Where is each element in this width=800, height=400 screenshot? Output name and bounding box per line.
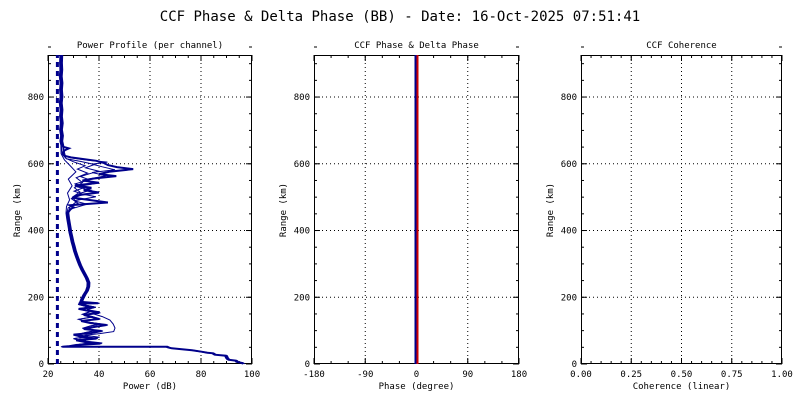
channel-4: [61, 54, 245, 365]
ccf-phase-xlabel: Phase (degree): [378, 382, 455, 392]
y-tick-label: 200: [28, 293, 44, 303]
x-tick-label: -90: [357, 370, 373, 380]
y-tick-label: 400: [561, 227, 577, 237]
x-tick-label: -180: [303, 370, 325, 380]
x-tick-label: 0.00: [570, 370, 592, 380]
plot-frame: [48, 55, 252, 364]
x-tick-label: 1.00: [771, 370, 793, 380]
x-tick-label: 80: [196, 370, 207, 380]
y-tick-label: 200: [561, 293, 577, 303]
ccf-phase-title: CCF Phase & Delta Phase: [354, 41, 479, 51]
ccf-coherence-xlabel: Coherence (linear): [632, 382, 731, 392]
y-tick-label: 400: [28, 227, 44, 237]
ccf-phase-plot: -180 -90 0 90 180 0 200 400 600 800: [294, 46, 527, 380]
page-title: CCF Phase & Delta Phase (BB) - Date: 16-…: [159, 9, 641, 25]
power-profile-xlabel: Power (dB): [122, 382, 178, 392]
x-tick-label: 0.75: [721, 370, 743, 380]
y-tick-label: 400: [294, 227, 310, 237]
ccf-coherence-plot: 0.00 0.25 0.50 0.75 1.00 0 200 400 600 800: [561, 46, 793, 380]
x-tick-label: 40: [94, 370, 105, 380]
plot-frame: [581, 55, 782, 364]
ccf-coherence-ylabel: Range (km): [546, 182, 556, 237]
y-tick-label: 200: [294, 293, 310, 303]
y-tick-label: 600: [28, 160, 44, 170]
y-tick-label: 600: [561, 160, 577, 170]
y-tick-label: 800: [28, 93, 44, 103]
ccf-coherence-title: CCF Coherence: [646, 41, 717, 51]
y-tick-label: 600: [294, 160, 310, 170]
ccf-phase-ylabel: Range (km): [279, 182, 289, 237]
power-profile-plot: 20 40 60 80 100 0 200 400 600 800: [28, 46, 260, 380]
y-tick-label: 800: [561, 93, 577, 103]
x-tick-label: 0: [414, 370, 419, 380]
power-profile-ylabel: Range (km): [13, 182, 23, 237]
power-profile-title: Power Profile (per channel): [76, 41, 224, 51]
x-tick-label: 0.25: [620, 370, 642, 380]
x-tick-label: 60: [145, 370, 156, 380]
x-tick-label: 100: [244, 370, 260, 380]
panel-power-profile: Power Profile (per channel) Range (km) 2…: [13, 41, 260, 392]
x-tick-label: 20: [43, 370, 54, 380]
panel-ccf-phase: CCF Phase & Delta Phase Range (km) -180-…: [279, 41, 527, 392]
x-tick-label: 0.50: [671, 370, 693, 380]
x-tick-label: 180: [511, 370, 527, 380]
x-tick-label: 90: [462, 370, 473, 380]
panel-ccf-coherence: CCF Coherence Range (km) 0.00 0.25 0.50 0.7…: [546, 41, 793, 392]
y-tick-label: 0: [305, 360, 310, 370]
y-tick-label: 0: [39, 360, 44, 370]
y-tick-label: 0: [572, 360, 577, 370]
channel-5: [58, 54, 243, 365]
y-tick-label: 800: [294, 93, 310, 103]
